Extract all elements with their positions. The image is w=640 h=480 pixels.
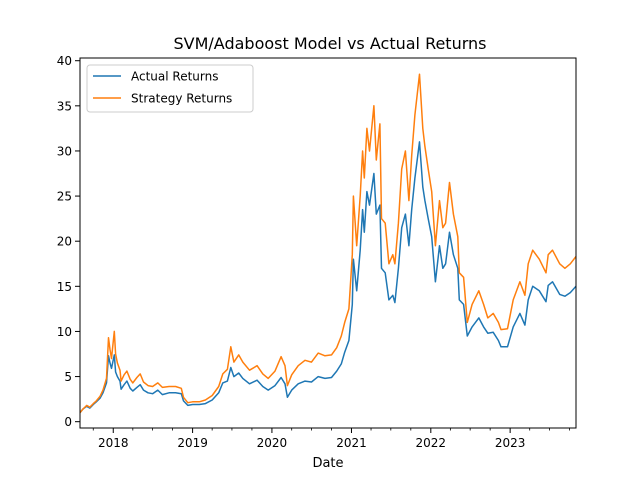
legend-box xyxy=(86,64,254,113)
legend-label-1: Strategy Returns xyxy=(131,92,232,106)
y-tick-label: 15 xyxy=(57,280,72,294)
legend: Actual Returns Strategy Returns xyxy=(86,64,254,113)
x-axis: 2018 2019 2020 2021 2022 2023 xyxy=(92,428,570,450)
x-tick-label: 2021 xyxy=(336,436,367,450)
x-tick-label: 2019 xyxy=(177,436,208,450)
x-tick-label: 2018 xyxy=(98,436,129,450)
x-tick-label: 2022 xyxy=(416,436,447,450)
y-tick-label: 0 xyxy=(64,415,72,429)
legend-label-0: Actual Returns xyxy=(131,70,218,84)
series-line-0 xyxy=(79,141,577,414)
x-tick-label: 2020 xyxy=(257,436,288,450)
y-tick-label: 25 xyxy=(57,190,72,204)
y-tick-label: 5 xyxy=(64,370,72,384)
y-tick-label: 20 xyxy=(57,235,72,249)
y-tick-label: 35 xyxy=(57,99,72,113)
y-tick-label: 30 xyxy=(57,144,72,158)
x-tick-label: 2023 xyxy=(495,436,526,450)
y-tick-label: 10 xyxy=(57,325,72,339)
y-tick-label: 40 xyxy=(57,54,72,68)
y-axis: 0 5 10 15 20 25 30 35 40 xyxy=(57,54,80,429)
plot-frame xyxy=(79,57,577,429)
chart-title: SVM/Adaboost Model vs Actual Returns xyxy=(173,34,486,53)
series-layer xyxy=(79,73,577,414)
series-line-1 xyxy=(79,73,577,414)
x-axis-label: Date xyxy=(312,456,343,471)
